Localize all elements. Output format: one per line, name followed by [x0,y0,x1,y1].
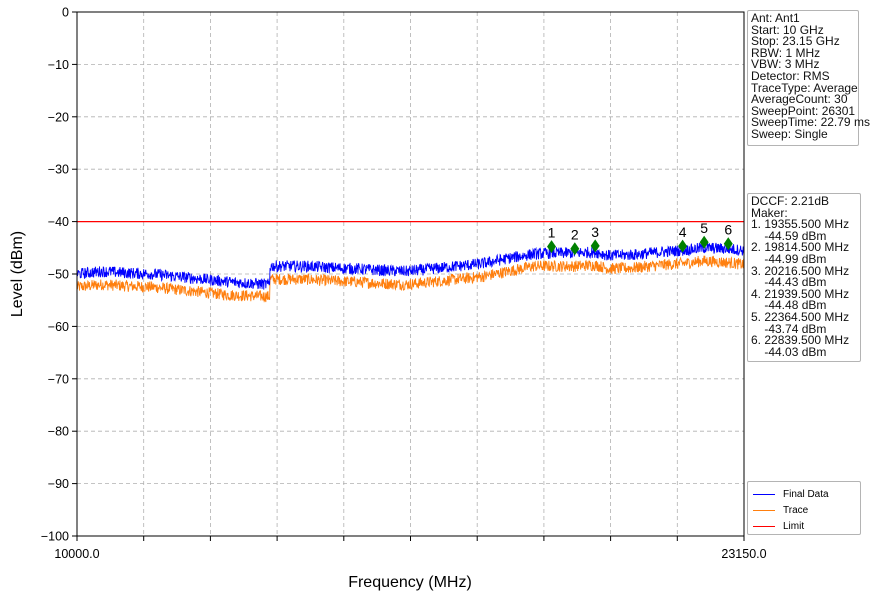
x-tick-label: 10000.0 [54,547,99,561]
info-line: -44.48 dBm [751,298,827,313]
info-line: SweepPoint: 26301 [751,103,856,118]
marker-label: 4 [679,224,687,240]
legend-swatch [753,493,775,495]
legend-swatch [753,509,775,511]
marker-diamond [547,240,557,254]
legend-item-final-data: Final Data [753,486,855,502]
info-line: Stop: 23.15 GHz [751,34,840,49]
legend-item-trace: Trace [753,502,855,518]
info-line: DCCF: 2.21dB [751,194,830,208]
trace-series-line [76,255,745,303]
legend-label: Limit [783,520,805,532]
x-tick-label: 23150.0 [721,547,766,561]
info-line: Start: 10 GHz [751,22,824,37]
plot-lines [76,221,745,303]
y-axis-label: Level (dBm) [9,231,26,317]
y-tick-label: −20 [48,110,69,124]
marker-label: 1 [548,225,556,241]
info-line: SweepTime: 22.79 ms [751,115,870,130]
marker-info-box: DCCF: 2.21dB Maker: 1. 19355.500 MHz -44.5… [747,193,861,362]
info-line: 4. 21939.500 MHz [751,286,850,301]
legend-item-limit: Limit [753,518,855,534]
info-line: Sweep: Single [751,126,828,141]
marker-label: 3 [591,224,599,240]
info-line: VBW: 3 MHz [751,57,820,72]
y-tick-label: −100 [41,530,69,544]
y-tick-label: −50 [48,268,69,282]
info-line: -44.03 dBm [751,344,827,359]
y-axis: 0 −10 −20 −30 −40 −50 −60 −70 −80 −90 −100 [41,6,77,544]
legend: Final Data Trace Limit [747,481,861,535]
info-line: -43.74 dBm [751,321,827,336]
info-line: Ant: Ant1 [751,11,800,25]
info-line: 3. 20216.500 MHz [751,263,850,278]
marker-label: 6 [724,222,732,238]
marker-diamond [678,239,688,253]
x-axis: 10000.0 23150.0 [54,536,767,561]
info-line: 5. 22364.500 MHz [751,309,850,324]
info-line: 1. 19355.500 MHz [751,217,850,232]
measurement-info-box: Ant: Ant1 Start: 10 GHz Stop: 23.15 GHz RBW… [747,10,870,146]
marker-diamond [723,237,733,251]
y-tick-label: −90 [48,477,69,491]
legend-label: Trace [783,504,809,516]
y-tick-label: −30 [48,163,69,177]
info-line: RBW: 1 MHz [751,45,821,60]
marker-label: 5 [700,220,708,236]
y-tick-label: 0 [62,6,69,20]
info-line: Detector: RMS [751,68,830,83]
y-tick-label: −70 [48,372,69,386]
x-axis-label: Frequency (MHz) [348,574,472,591]
info-line: -44.99 dBm [751,251,827,266]
marker-diamond [590,239,600,253]
legend-swatch [753,525,775,527]
y-tick-label: −40 [48,215,69,229]
marker-label: 2 [571,227,579,243]
y-tick-label: −60 [48,320,69,334]
info-line: Maker: [751,205,788,220]
legend-label: Final Data [783,488,829,500]
info-line: -44.43 dBm [751,275,827,290]
marker-diamond [570,242,580,256]
info-line: -44.59 dBm [751,228,827,243]
info-line: AverageCount: 30 [751,92,848,107]
y-tick-label: −80 [48,425,69,439]
info-line: 2. 19814.500 MHz [751,240,850,255]
info-line: 6. 22839.500 MHz [751,333,850,348]
marker-diamond [699,235,709,249]
info-line: TraceType: Average [751,80,858,95]
y-tick-label: −10 [48,58,69,72]
final-data-series-line [76,242,745,290]
